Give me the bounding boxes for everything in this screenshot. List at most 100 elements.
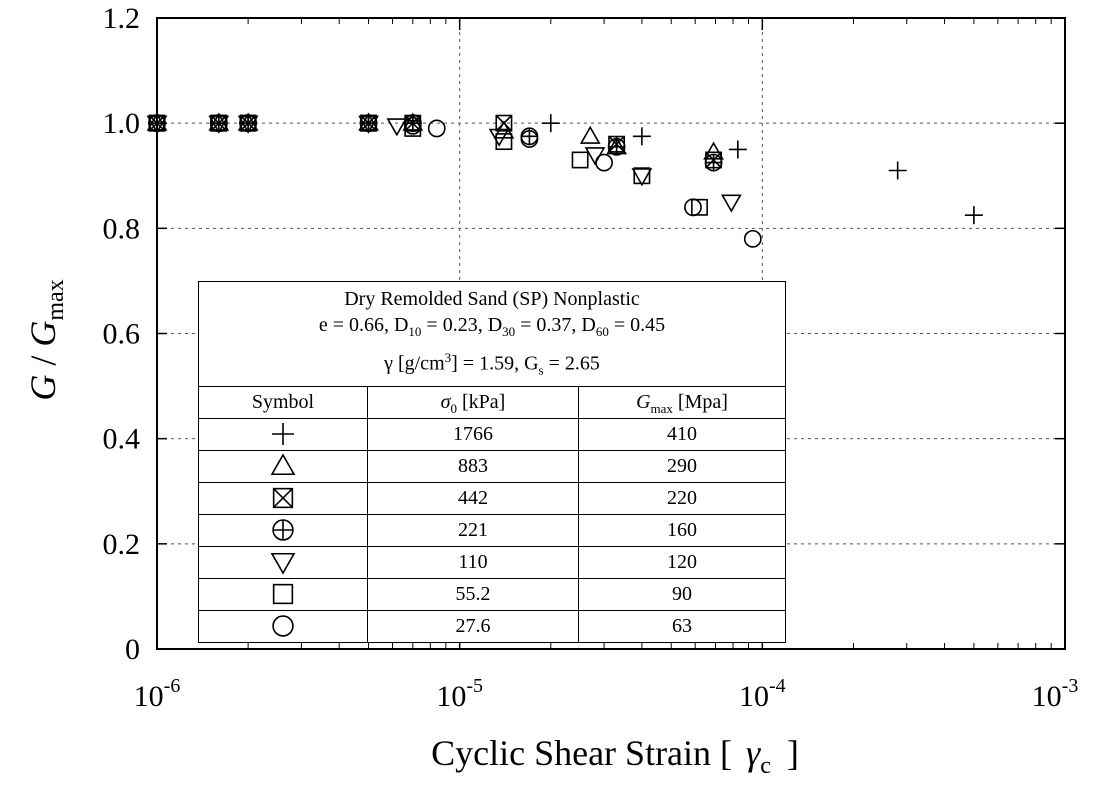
point-circle (520, 130, 539, 148)
legend-gmax-value: 220 (578, 482, 785, 514)
legend-sigma-value: 55.2 (367, 578, 578, 610)
legend-symbol-triangle-down (270, 553, 296, 575)
point-triangle-down (720, 194, 742, 213)
y-tick-label: 0.6 (103, 318, 141, 351)
point-square (633, 167, 651, 185)
legend-gmax-value: 290 (578, 450, 785, 482)
legend-symbol-box-x (272, 488, 294, 509)
legend-symbol (199, 419, 367, 450)
series-plus (148, 114, 983, 225)
legend-symbol-triangle-up (270, 453, 296, 476)
legend-symbol-plus (272, 423, 294, 446)
point-circle-plus (607, 137, 626, 156)
legend-header: Dry Remolded Sand (SP) Nonplastic e = 0.… (199, 282, 785, 387)
legend-symbol (199, 611, 367, 642)
legend-symbol (199, 547, 367, 578)
point-square (571, 151, 589, 169)
point-circle (403, 116, 422, 135)
point-plus (728, 140, 747, 159)
legend-symbol (199, 451, 367, 482)
point-circle (684, 198, 702, 217)
legend-sigma-value: 27.6 (367, 610, 578, 642)
x-tick-label: 10-4 (739, 675, 786, 713)
y-tick-label: 1.2 (103, 2, 141, 35)
legend-sigma-value: 110 (367, 546, 578, 578)
legend-row: 55.2 90 (199, 578, 785, 611)
legend-sigma-value: 1766 (367, 418, 578, 450)
point-plus (541, 114, 560, 133)
point-triangle-down (146, 115, 168, 134)
point-circle (427, 119, 446, 138)
legend-row: 883 290 (199, 450, 785, 483)
legend-marker-square (272, 584, 294, 605)
legend-gmax-value: 90 (578, 578, 785, 610)
point-circle (239, 114, 258, 133)
point-circle (209, 114, 228, 133)
x-tick-label: 10-5 (436, 675, 483, 713)
legend-gmax-value: 160 (578, 514, 785, 546)
legend-gmax-value: 410 (578, 418, 785, 450)
legend-sigma-value: 883 (367, 450, 578, 482)
y-tick-label: 0.2 (103, 528, 141, 561)
point-plus (964, 206, 983, 225)
point-triangle-up (579, 125, 601, 144)
legend-table: Dry Remolded Sand (SP) Nonplastic e = 0.… (198, 281, 786, 643)
sigma-column-header: σ0 [kPa] (367, 386, 578, 418)
legend-symbol-square (272, 584, 294, 605)
point-square (691, 198, 708, 216)
legend-symbol-circle (272, 615, 294, 637)
legend-title: Dry Remolded Sand (SP) Nonplastic (344, 288, 640, 310)
legend-row: 1766 410 (199, 418, 785, 451)
y-tick-label: 0 (125, 633, 140, 666)
point-box-x (495, 114, 513, 132)
point-circle (359, 114, 378, 133)
point-triangle-down (488, 128, 510, 147)
legend-marker-circle-plus (272, 519, 294, 541)
data-marks (146, 112, 983, 248)
x-tick-label: 10-6 (134, 675, 181, 713)
point-triangle-down (386, 118, 408, 137)
legend-marker-plus (272, 423, 294, 446)
point-triangle-down (631, 168, 653, 187)
x-tick-label: 10-3 (1032, 675, 1079, 713)
legend-gradation: e = 0.66, D10 = 0.23, D30 = 0.37, D60 = … (318, 314, 666, 339)
point-plus (888, 161, 907, 180)
legend-sigma-value: 442 (367, 482, 578, 514)
legend-gmax-value: 120 (578, 546, 785, 578)
legend-gmax-value: 63 (578, 610, 785, 642)
symbol-column-header: Symbol (251, 390, 315, 413)
point-plus (632, 127, 651, 146)
y-tick-label: 1.0 (103, 107, 141, 140)
legend-symbol (199, 515, 367, 546)
legend-column-headers: Symbol σ0 [kPa] Gmax [Mpa] (199, 386, 785, 419)
legend-marker-circle (272, 615, 294, 637)
point-triangle-down (208, 115, 230, 134)
legend-density: γ [g/cm3] = 1.59, Gs = 2.65 (384, 350, 600, 378)
legend-rows: 1766 410 883 290 442 220 221 160 110 120 55.2 90 27.… (199, 418, 785, 642)
y-axis-title: G / Gmax (23, 279, 69, 400)
point-circle (743, 229, 762, 248)
series-circle (148, 114, 762, 248)
legend-row: 442 220 (199, 482, 785, 515)
x-axis-title: Cyclic Shear Strain [γc] (431, 733, 799, 779)
point-triangle-down (358, 115, 379, 134)
y-tick-label: 0.8 (103, 212, 141, 245)
point-circle (595, 153, 613, 172)
series-triangle-down (146, 115, 742, 213)
legend-symbol-circle-plus (272, 519, 294, 541)
legend-symbol (199, 483, 367, 514)
point-circle-plus (704, 153, 723, 172)
tick-labels: 0 0.2 0.4 0.6 0.8 1.0 1.2 10-6 10-5 10-4 10-3 (103, 2, 1079, 713)
point-circle (148, 114, 166, 133)
legend-row: 27.6 63 (199, 610, 785, 642)
legend-row: 110 120 (199, 546, 785, 579)
point-square (495, 133, 513, 151)
gmax-column-header: Gmax [Mpa] (578, 386, 785, 418)
legend-marker-triangle-up (270, 453, 296, 476)
legend-row: 221 160 (199, 514, 785, 547)
legend-symbol (199, 579, 367, 610)
point-triangle-down (237, 115, 259, 134)
legend-sigma-value: 221 (367, 514, 578, 546)
legend-marker-triangle-down (270, 553, 296, 575)
